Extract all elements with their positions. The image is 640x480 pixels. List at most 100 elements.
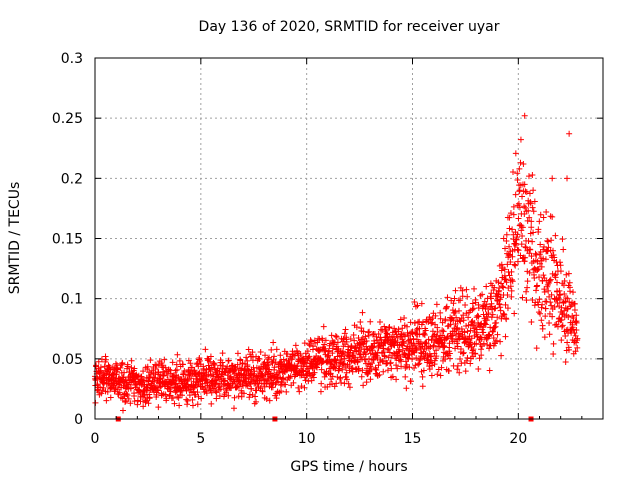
data-point <box>536 218 543 225</box>
data-point <box>533 287 540 294</box>
data-point <box>407 378 414 385</box>
data-point <box>263 395 270 402</box>
data-point <box>245 346 252 353</box>
data-point <box>117 364 124 371</box>
data-point <box>513 241 520 248</box>
data-point <box>387 359 394 366</box>
data-point <box>333 380 340 387</box>
data-point <box>521 181 528 188</box>
data-point <box>467 327 474 334</box>
data-point <box>411 349 418 356</box>
data-point <box>243 354 250 361</box>
data-point <box>389 373 396 380</box>
data-point <box>415 361 422 368</box>
data-point <box>116 389 123 396</box>
data-point <box>571 307 578 314</box>
data-point <box>205 362 212 369</box>
data-point <box>155 404 162 411</box>
data-point <box>128 357 135 364</box>
data-point <box>173 366 180 373</box>
data-point <box>340 360 347 367</box>
data-point <box>162 391 169 398</box>
data-point <box>280 356 287 363</box>
data-point <box>145 400 152 407</box>
data-point <box>131 398 138 405</box>
data-point <box>546 320 553 327</box>
data-point <box>207 353 214 360</box>
data-point <box>510 169 517 176</box>
data-point <box>485 331 492 338</box>
data-point <box>187 360 194 367</box>
data-point <box>282 381 289 388</box>
data-point <box>500 284 507 291</box>
data-point <box>564 295 571 302</box>
data-point <box>445 367 452 374</box>
data-point <box>277 352 284 359</box>
data-point <box>472 350 479 357</box>
data-point <box>521 112 528 119</box>
data-point <box>398 363 405 370</box>
data-point <box>253 398 260 405</box>
data-point <box>440 328 447 335</box>
data-point <box>524 217 531 224</box>
data-point <box>292 342 299 349</box>
data-point <box>131 365 138 372</box>
data-point <box>138 373 145 380</box>
data-point <box>564 306 571 313</box>
data-point <box>313 361 320 368</box>
data-point <box>571 300 578 307</box>
data-point <box>155 387 162 394</box>
data-point <box>426 313 433 320</box>
data-point <box>558 316 565 323</box>
data-point <box>338 379 345 386</box>
data-point <box>387 360 394 367</box>
data-point <box>547 213 554 220</box>
data-point <box>256 355 263 362</box>
data-point <box>413 326 420 333</box>
data-point <box>391 325 398 332</box>
data-point <box>498 261 505 268</box>
data-point <box>517 159 524 166</box>
data-point <box>358 373 365 380</box>
data-point <box>212 388 219 395</box>
data-point <box>522 243 529 250</box>
data-point <box>416 318 423 325</box>
data-point <box>538 304 545 311</box>
data-point <box>557 259 564 266</box>
data-point <box>564 175 571 182</box>
tick-label-y: 0.25 <box>52 111 83 127</box>
data-point <box>476 355 483 362</box>
data-point <box>441 343 448 350</box>
data-point <box>540 272 547 279</box>
data-point <box>265 361 272 368</box>
data-point <box>469 322 476 329</box>
data-point <box>330 364 337 371</box>
data-point <box>564 339 571 346</box>
data-point <box>495 279 502 286</box>
data-point <box>248 385 255 392</box>
data-point <box>442 356 449 363</box>
data-point <box>94 381 101 388</box>
data-point <box>371 340 378 347</box>
data-point <box>562 333 569 340</box>
data-point <box>529 171 536 178</box>
tick-label-y: 0 <box>74 412 83 428</box>
data-point <box>411 299 418 306</box>
data-point <box>496 301 503 308</box>
data-point <box>475 313 482 320</box>
data-point <box>191 367 198 374</box>
data-point <box>169 359 176 366</box>
data-point <box>299 367 306 374</box>
data-point <box>456 369 463 376</box>
data-point <box>273 346 280 353</box>
data-point <box>347 336 354 343</box>
data-point <box>444 294 451 301</box>
data-point <box>329 345 336 352</box>
data-point <box>247 379 254 386</box>
data-point <box>467 339 474 346</box>
data-point <box>477 321 484 328</box>
data-point <box>489 311 496 318</box>
data-point <box>422 327 429 334</box>
data-point <box>574 335 581 342</box>
data-point <box>442 316 449 323</box>
